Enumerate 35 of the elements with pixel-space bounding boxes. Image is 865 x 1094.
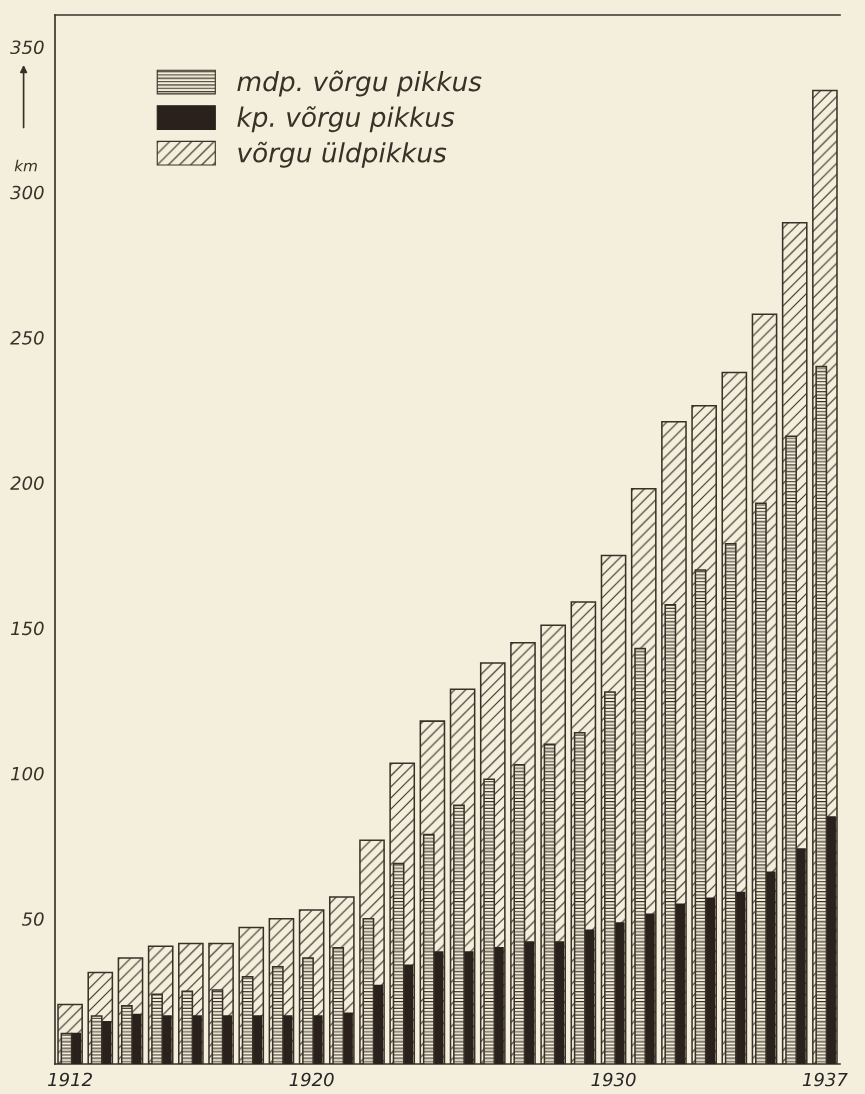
bar: [403, 964, 414, 1064]
bar: [342, 1012, 353, 1064]
y-tick-label: 350: [10, 40, 44, 55]
bar: [705, 897, 716, 1064]
bar: [795, 848, 806, 1064]
bar: [674, 903, 685, 1064]
x-tick-label: 1920: [289, 1072, 334, 1087]
legend-label: kp. võrgu pikkus: [237, 106, 455, 133]
bar: [161, 1015, 172, 1064]
bar: [614, 922, 625, 1064]
bar: [493, 947, 504, 1064]
legend-label: võrgu üldpikkus: [238, 141, 447, 168]
x-tick-label: 1930: [591, 1072, 636, 1087]
bar: [463, 951, 474, 1064]
bar: [131, 1013, 142, 1064]
y-tick-label: 200: [10, 476, 44, 490]
y-tick-label: 150: [11, 621, 44, 636]
legend-label: mdp. võrgu pikkus: [237, 70, 482, 97]
bar: [644, 913, 655, 1064]
bar: [373, 984, 384, 1064]
y-tick-label: 100: [11, 766, 44, 781]
y-tick-label: 50: [21, 912, 44, 926]
bar: [524, 941, 535, 1064]
y-tick-label: 250: [10, 331, 44, 345]
bar: [71, 1032, 82, 1064]
bar: [825, 816, 836, 1064]
x-tick-label: 1937: [802, 1072, 848, 1087]
bar: [312, 1015, 323, 1064]
y-tick-label: 300: [10, 185, 44, 200]
bar: [765, 871, 776, 1064]
x-tick-label: 1912: [48, 1072, 92, 1087]
bar: [191, 1015, 202, 1064]
bar: [222, 1015, 233, 1064]
y-axis-title: km: [14, 159, 37, 172]
bar: [554, 941, 565, 1064]
